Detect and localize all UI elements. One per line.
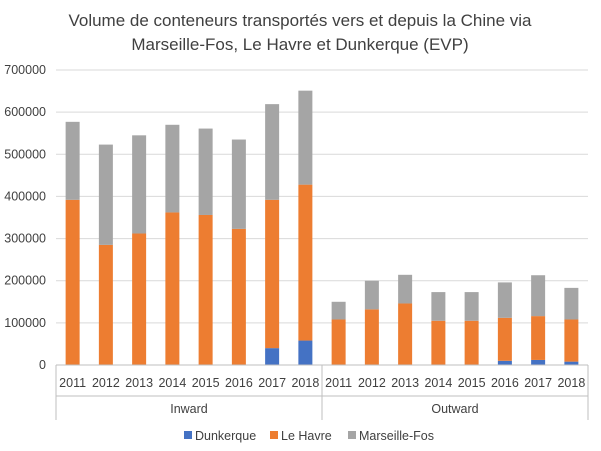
bar-segment-le-havre <box>132 233 147 365</box>
bar-segment-marseille-fos <box>165 124 180 213</box>
y-tick-label: 200000 <box>4 274 46 288</box>
legend-label: Marseille-Fos <box>359 429 434 443</box>
chart-title-line-1: Volume de conteneurs transportés vers et… <box>68 11 532 30</box>
bar-segment-le-havre <box>231 228 246 365</box>
x-group-label: Outward <box>431 402 478 416</box>
y-tick-label: 100000 <box>4 316 46 330</box>
bar-segment-dunkerque <box>265 348 280 365</box>
bar-segment-marseille-fos <box>564 287 579 320</box>
y-axis-ticks: 0 100000 200000 300000 400000 500000 600000 700… <box>4 63 46 372</box>
legend-label: Dunkerque <box>195 429 256 443</box>
bar-segment-le-havre <box>497 317 512 361</box>
bar-segment-le-havre <box>531 316 546 360</box>
x-tick-label: 2015 <box>192 376 220 390</box>
legend-swatch <box>270 431 278 439</box>
bar-segment-marseille-fos <box>231 139 246 229</box>
bar-segment-le-havre <box>265 199 280 349</box>
x-tick-label: 2014 <box>424 376 452 390</box>
x-tick-label: 2016 <box>225 376 253 390</box>
bar-segment-marseille-fos <box>464 292 479 321</box>
x-group-label: Inward <box>170 402 208 416</box>
x-tick-label: 2015 <box>458 376 486 390</box>
bar-segment-marseille-fos <box>298 90 313 185</box>
bar-segment-le-havre <box>198 214 213 365</box>
bar-segment-marseille-fos <box>497 282 512 318</box>
bar-segment-marseille-fos <box>132 135 147 234</box>
x-tick-label: 2017 <box>258 376 286 390</box>
y-tick-label: 700000 <box>4 63 46 77</box>
legend-label: Le Havre <box>281 429 332 443</box>
y-tick-label: 600000 <box>4 105 46 119</box>
x-tick-label: 2014 <box>158 376 186 390</box>
bar-segment-marseille-fos <box>531 275 546 317</box>
bar-segment-le-havre <box>464 320 479 365</box>
bar-segment-marseille-fos <box>198 128 213 215</box>
x-tick-label: 2013 <box>391 376 419 390</box>
bar-segment-marseille-fos <box>331 301 346 320</box>
bar-segment-marseille-fos <box>398 274 413 304</box>
bar-segment-dunkerque <box>564 361 579 365</box>
legend-swatch <box>184 431 192 439</box>
bar-segment-dunkerque <box>497 360 512 365</box>
y-tick-label: 0 <box>39 358 46 372</box>
x-tick-label: 2016 <box>491 376 519 390</box>
y-tick-label: 400000 <box>4 189 46 203</box>
x-tick-label: 2012 <box>92 376 120 390</box>
y-tick-label: 500000 <box>4 147 46 161</box>
bar-segment-marseille-fos <box>65 121 80 200</box>
legend: Dunkerque Le Havre Marseille-Fos <box>184 429 434 443</box>
bar-segment-le-havre <box>331 319 346 365</box>
bar-segment-le-havre <box>431 320 446 365</box>
x-tick-label: 2018 <box>291 376 319 390</box>
bar-segment-marseille-fos <box>431 292 446 321</box>
bar-segment-le-havre <box>298 184 313 341</box>
bar-segment-le-havre <box>98 244 113 365</box>
x-tick-label: 2012 <box>358 376 386 390</box>
bar-segment-dunkerque <box>531 359 546 365</box>
bar-segment-le-havre <box>364 309 379 365</box>
bar-segment-marseille-fos <box>364 280 379 310</box>
x-tick-label: 2011 <box>59 376 86 390</box>
bar-segment-le-havre <box>398 303 413 365</box>
bar-segment-le-havre <box>165 212 180 365</box>
chart-title-line-2: Marseille-Fos, Le Havre et Dunkerque (EV… <box>131 35 468 54</box>
bar-segment-marseille-fos <box>265 104 280 200</box>
y-tick-label: 300000 <box>4 232 46 246</box>
x-tick-label: 2013 <box>125 376 153 390</box>
bar-segment-dunkerque <box>298 340 313 365</box>
x-axis: 2011 2012 2013 2014 2015 2016 2017 2018 Inward 20… <box>55 364 589 420</box>
bars <box>65 90 579 365</box>
x-tick-label: 2018 <box>557 376 585 390</box>
bar-segment-le-havre <box>564 319 579 362</box>
legend-swatch <box>348 431 356 439</box>
x-tick-label: 2011 <box>325 376 352 390</box>
bar-segment-le-havre <box>65 199 80 365</box>
x-tick-label: 2017 <box>524 376 552 390</box>
bar-segment-marseille-fos <box>98 144 113 245</box>
